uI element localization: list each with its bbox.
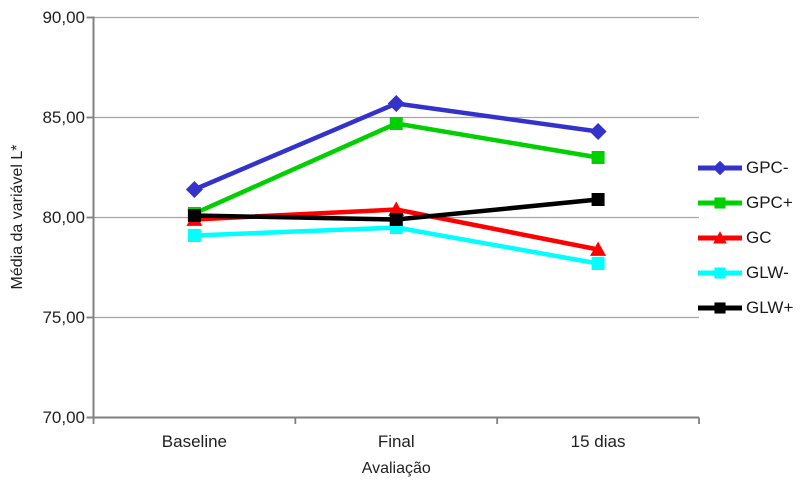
y-tick-label: 80,00 bbox=[42, 207, 85, 227]
y-tick-label: 75,00 bbox=[42, 307, 85, 327]
legend-swatch-marker bbox=[712, 160, 728, 176]
series-marker-2-2 bbox=[590, 241, 607, 256]
series-marker-0-0 bbox=[185, 181, 203, 198]
legend-swatch-marker bbox=[714, 302, 726, 314]
x-category-label: Final bbox=[377, 432, 415, 451]
legend-item-glw-plus: GLW+ bbox=[697, 296, 793, 320]
series-marker-0-2 bbox=[589, 123, 607, 140]
series-marker-3-0 bbox=[187, 229, 201, 242]
series-marker-0-1 bbox=[387, 95, 405, 112]
series-marker-4-2 bbox=[591, 193, 605, 206]
series-marker-4-0 bbox=[187, 209, 201, 222]
series-marker-2-1 bbox=[388, 201, 405, 216]
legend-marker-gc-icon bbox=[698, 231, 742, 244]
legend-marker-glw-minus-icon bbox=[698, 267, 742, 279]
legend-label-gpc-plus: GPC+ bbox=[746, 193, 793, 212]
x-category-label: 15 dias bbox=[570, 432, 626, 451]
legend-label-glw-minus: GLW- bbox=[746, 263, 789, 282]
legend: GPC- GPC+ GC GLW- GLW+ bbox=[697, 156, 793, 331]
legend-swatch-marker bbox=[714, 267, 726, 279]
series-marker-3-2 bbox=[591, 257, 605, 270]
legend-item-gpc-plus: GPC+ bbox=[697, 191, 793, 215]
legend-swatch-marker bbox=[713, 231, 727, 244]
legend-marker-gpc-minus-icon bbox=[698, 160, 742, 176]
x-axis-title: Avaliação bbox=[361, 460, 431, 477]
y-tick-label: 85,00 bbox=[42, 107, 85, 127]
y-tick-label: 70,00 bbox=[42, 407, 85, 427]
legend-marker-glw-plus-icon bbox=[698, 302, 742, 314]
y-tick-label: 90,00 bbox=[42, 7, 85, 27]
legend-item-gc: GC bbox=[697, 226, 793, 250]
series-marker-1-2 bbox=[591, 151, 605, 164]
legend-label-glw-plus: GLW+ bbox=[746, 298, 794, 317]
legend-marker-gpc-plus-icon bbox=[698, 197, 742, 209]
legend-label-gpc-minus: GPC- bbox=[746, 158, 789, 177]
legend-label-gc: GC bbox=[746, 228, 772, 247]
x-category-label: Baseline bbox=[161, 432, 228, 451]
series-marker-1-1 bbox=[389, 117, 403, 130]
series-line-1 bbox=[193, 121, 599, 216]
series-marker-4-1 bbox=[389, 213, 403, 226]
legend-swatch-marker bbox=[714, 197, 726, 209]
legend-item-gpc-minus: GPC- bbox=[697, 156, 793, 180]
legend-item-glw-minus: GLW- bbox=[697, 261, 793, 285]
